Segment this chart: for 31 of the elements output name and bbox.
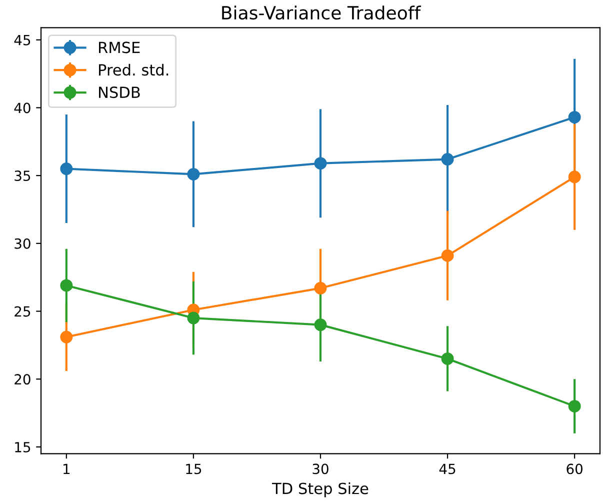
legend-label: NSDB (99, 86, 140, 98)
point (60, 330, 73, 344)
y-tick-label: 15 (15, 442, 30, 452)
y-tick-label: 20 (14, 374, 30, 385)
point (60, 279, 73, 292)
point (314, 318, 327, 332)
legend-label: Pred. std. (99, 64, 168, 76)
point (314, 282, 327, 294)
point (568, 170, 581, 184)
point (187, 168, 200, 180)
x-tick-label: 30 (312, 464, 328, 474)
y-tick-label: 25 (14, 306, 30, 317)
x-tick-label: 15 (186, 464, 202, 474)
point (441, 153, 454, 166)
y-tick-label: 35 (14, 170, 30, 182)
point (568, 110, 581, 124)
x-tick-label: 60 (566, 464, 582, 474)
y-tick-label: 40 (14, 102, 30, 114)
legend-label: RMSE (99, 42, 140, 54)
point (187, 312, 200, 324)
x-axis-title: TD Step Size (272, 482, 368, 498)
chart-title: Bias-Variance Tradeoff (222, 6, 421, 20)
y-tick-label: 30 (14, 238, 30, 249)
x-tick-label: 45 (439, 464, 456, 474)
point (441, 249, 454, 262)
point (314, 157, 327, 170)
y-tick-label: 45 (14, 35, 30, 46)
point (568, 400, 581, 412)
point (441, 352, 454, 365)
point (60, 162, 73, 176)
x-tick-label: 1 (64, 464, 70, 474)
